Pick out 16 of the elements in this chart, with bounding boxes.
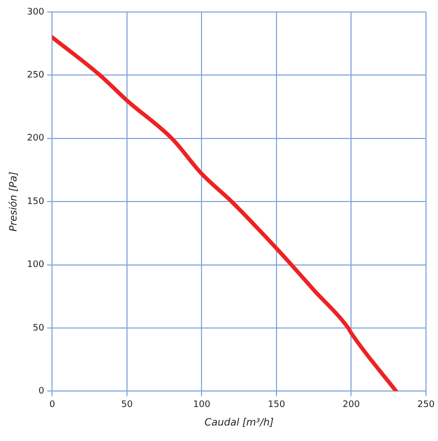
y-tick-label: 250 xyxy=(26,70,44,81)
x-tick-label: 250 xyxy=(417,400,435,410)
x-tick-label: 150 xyxy=(268,400,286,410)
x-tick-label: 50 xyxy=(121,400,133,410)
x-tick-label: 100 xyxy=(193,400,211,410)
x-axis-title: Caudal [m³/h] xyxy=(204,418,274,429)
y-tick-label: 50 xyxy=(32,323,44,334)
x-tick-label: 200 xyxy=(342,400,360,410)
line-series xyxy=(52,35,398,392)
y-tick-label: 200 xyxy=(26,134,44,144)
x-tick-label: 0 xyxy=(49,400,56,410)
y-tick-label: 150 xyxy=(26,196,44,207)
y-tick-label: 0 xyxy=(38,386,44,397)
y-tick-label: 100 xyxy=(26,260,44,270)
y-axis-title: Presión [Pa] xyxy=(8,172,20,232)
y-tick-label: 300 xyxy=(26,7,44,18)
